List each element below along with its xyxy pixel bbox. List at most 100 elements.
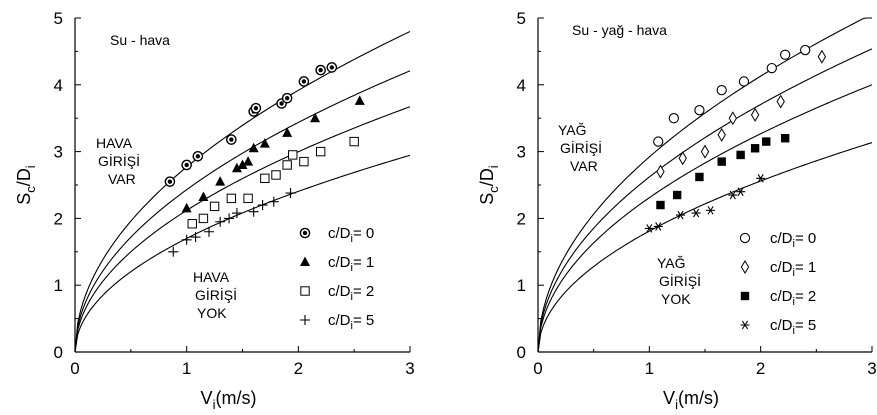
x-axis-label: Vi(m/s) (201, 388, 257, 412)
annotation-text: HAVA (193, 269, 230, 285)
x-tick-label: 0 (533, 359, 542, 378)
data-point (164, 176, 176, 187)
legend-label: c/Di= 5 (328, 312, 374, 332)
data-point (756, 174, 766, 183)
data-point (672, 190, 682, 200)
data-point (190, 232, 201, 243)
data-point (226, 134, 237, 145)
data-point (257, 200, 268, 211)
chart-panel-2: 0 1 2 3 4 5 0 1 2 3 Vi(m/s) Sc/Di Su - yağ - hava YAĞ… (477, 9, 877, 412)
data-point (738, 76, 750, 87)
legend-label: c/Di= 0 (770, 230, 816, 250)
data-point (800, 44, 811, 56)
legend-item: c/Di= 1 (300, 254, 374, 274)
legend-label: c/Di= 0 (328, 225, 374, 245)
legend-label: c/Di= 2 (770, 288, 816, 308)
data-point (198, 213, 209, 224)
data-point (326, 62, 338, 73)
data-point (282, 160, 292, 170)
series-plus (74, 154, 411, 353)
data-point (728, 111, 738, 126)
series-diamond-open (537, 48, 873, 353)
annotation-text: YOK (661, 291, 691, 307)
chart-title: Su - hava (110, 32, 170, 48)
legend-item: c/Di= 1 (740, 259, 816, 279)
series-asterisk (537, 142, 873, 353)
legend-label: c/Di= 5 (770, 317, 816, 337)
data-point (750, 107, 760, 122)
legend-marker (740, 320, 750, 330)
fit-curve (74, 31, 411, 353)
data-point (349, 136, 359, 147)
fit-curve (74, 70, 411, 353)
y-tick-label: 4 (517, 76, 526, 95)
legend-item: c/Di= 5 (740, 317, 816, 337)
data-point (259, 138, 270, 148)
data-point (776, 94, 785, 109)
legend-marker (300, 256, 310, 266)
data-point (281, 92, 293, 104)
annotation-text: GİRİŞİ (659, 272, 701, 289)
x-tick-label: 1 (182, 359, 191, 378)
legend-marker (300, 286, 310, 296)
data-point (706, 206, 716, 215)
annotation-text: YAĞ (558, 122, 587, 138)
data-point (694, 105, 705, 116)
y-axis-label: Sc/Di (477, 165, 501, 205)
annotation-text: GİRİŞİ (560, 139, 602, 156)
y-tick-label: 3 (54, 143, 63, 162)
data-point (717, 127, 726, 142)
legend-marker (740, 260, 750, 274)
fit-curve (537, 84, 873, 353)
legend-marker (739, 232, 751, 244)
annotation-text: HAVA (96, 135, 133, 151)
data-point (268, 196, 279, 207)
data-point (668, 113, 679, 124)
data-point (728, 190, 738, 200)
data-point (736, 150, 745, 160)
data-point (700, 144, 710, 159)
fit-curve (537, 17, 872, 353)
data-point (653, 136, 664, 147)
y-tick-label: 1 (517, 276, 526, 295)
data-point (250, 102, 262, 114)
data-point (817, 49, 827, 64)
data-point (310, 112, 321, 123)
x-axis-label: Vi(m/s) (663, 388, 719, 412)
data-point (226, 193, 237, 204)
x-tick-label: 3 (405, 359, 414, 378)
annotation-text: GİRİŞİ (98, 152, 140, 169)
legend-label: c/Di= 2 (328, 283, 374, 303)
y-tick-label: 4 (54, 76, 63, 95)
data-point (762, 137, 771, 146)
series-circle-dot (74, 31, 411, 353)
data-point (298, 76, 310, 87)
data-point (187, 219, 197, 229)
data-point (716, 84, 727, 96)
data-point (750, 144, 760, 153)
series-square-open (74, 106, 411, 353)
data-point (653, 222, 663, 231)
data-point (285, 188, 296, 199)
y-tick-label: 0 (54, 343, 63, 362)
annotation-text: YOK (197, 305, 227, 321)
y-tick-label: 0 (517, 343, 526, 362)
data-point (224, 213, 235, 224)
legend-label: c/Di= 1 (770, 259, 816, 279)
legend-item: c/Di= 2 (740, 288, 816, 308)
data-point (678, 151, 687, 166)
fit-curve (537, 142, 873, 353)
x-tick-label: 0 (70, 359, 79, 378)
series-square-filled (537, 84, 873, 353)
data-point (181, 234, 192, 245)
chart-title: Su - yağ - hava (572, 22, 667, 38)
y-tick-label: 2 (54, 209, 63, 228)
data-point (215, 216, 226, 227)
data-point (691, 208, 701, 218)
x-tick-label: 3 (867, 359, 876, 378)
legend-marker (300, 315, 310, 325)
fit-curve (74, 106, 411, 353)
data-point (181, 159, 192, 171)
fit-curve (74, 154, 411, 353)
